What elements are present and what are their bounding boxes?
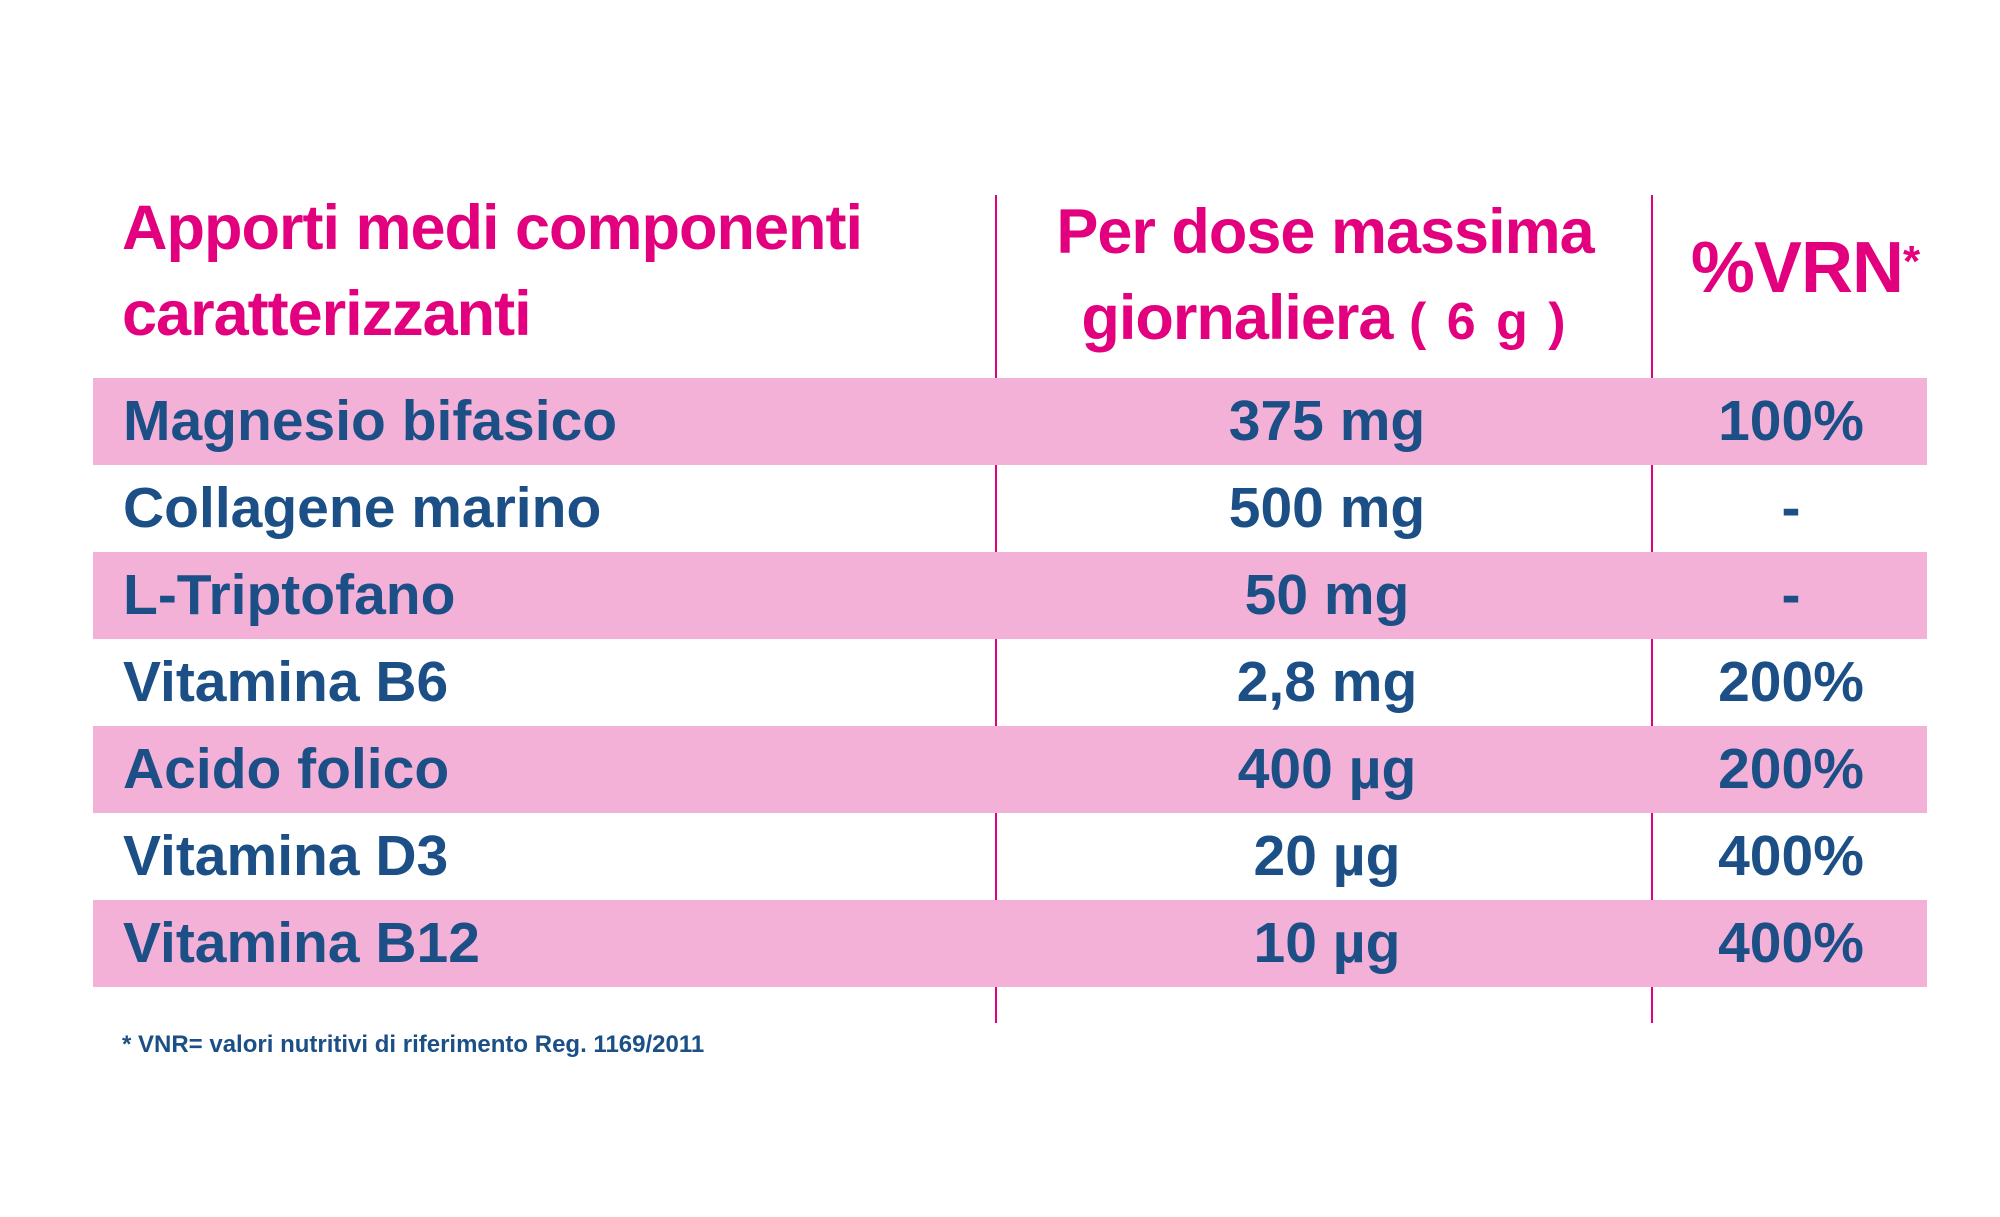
component-name: Vitamina B12	[123, 911, 480, 975]
table-row: Collagene marino 500 mg -	[93, 465, 1927, 552]
footnote: * VNR= valori nutritivi di riferimento R…	[122, 1031, 705, 1058]
component-name: Magnesio bifasico	[123, 389, 618, 453]
header-dose-line-2: giornaliera ( 6 g )	[1000, 275, 1650, 365]
header-dose-amount: ( 6 g )	[1408, 293, 1569, 351]
table-row: L-Triptofano 50 mg -	[93, 552, 1927, 639]
header-vrn-asterisk: *	[1902, 237, 1920, 286]
header-vrn-label: %VRN	[1690, 228, 1904, 308]
header-components: Apporti medi componenti caratterizzanti	[122, 185, 982, 357]
component-dose: 50 mg	[1244, 563, 1410, 627]
table-body: Magnesio bifasico 375 mg 100% Collagene …	[93, 378, 1927, 987]
component-dose: 2,8 mg	[1236, 650, 1418, 714]
table-row: Vitamina D3 20 µg 400%	[93, 813, 1927, 900]
component-vrn: 200%	[1718, 737, 1864, 801]
component-dose: 10 µg	[1253, 911, 1401, 975]
header-components-line-2: caratterizzanti	[122, 279, 532, 349]
component-vrn: -	[1781, 563, 1801, 627]
table-row: Vitamina B6 2,8 mg 200%	[93, 639, 1927, 726]
header-components-line-1: Apporti medi componenti	[122, 193, 863, 263]
component-dose: 400 µg	[1237, 737, 1417, 801]
table-row: Vitamina B12 10 µg 400%	[93, 900, 1927, 987]
component-vrn: 400%	[1718, 911, 1864, 975]
table-row: Acido folico 400 µg 200%	[93, 726, 1927, 813]
header-vrn: %VRN*	[1655, 225, 1955, 311]
header-dose-line-1: Per dose massima	[1056, 197, 1594, 267]
component-vrn: -	[1781, 476, 1801, 540]
component-vrn: 400%	[1718, 824, 1864, 888]
component-dose: 375 mg	[1228, 389, 1426, 453]
table-row: Magnesio bifasico 375 mg 100%	[93, 378, 1927, 465]
component-name: Vitamina D3	[123, 824, 449, 888]
component-name: Vitamina B6	[123, 650, 449, 714]
header-dose: Per dose massima giornaliera ( 6 g )	[1000, 189, 1650, 365]
component-name: Acido folico	[123, 737, 450, 801]
component-name: L-Triptofano	[123, 563, 456, 627]
component-dose: 20 µg	[1253, 824, 1401, 888]
component-name: Collagene marino	[123, 476, 602, 540]
component-vrn: 100%	[1718, 389, 1864, 453]
component-vrn: 200%	[1718, 650, 1864, 714]
table-header: Apporti medi componenti caratterizzanti …	[0, 185, 2000, 375]
component-dose: 500 mg	[1228, 476, 1426, 540]
header-dose-daily: giornaliera	[1081, 283, 1393, 353]
